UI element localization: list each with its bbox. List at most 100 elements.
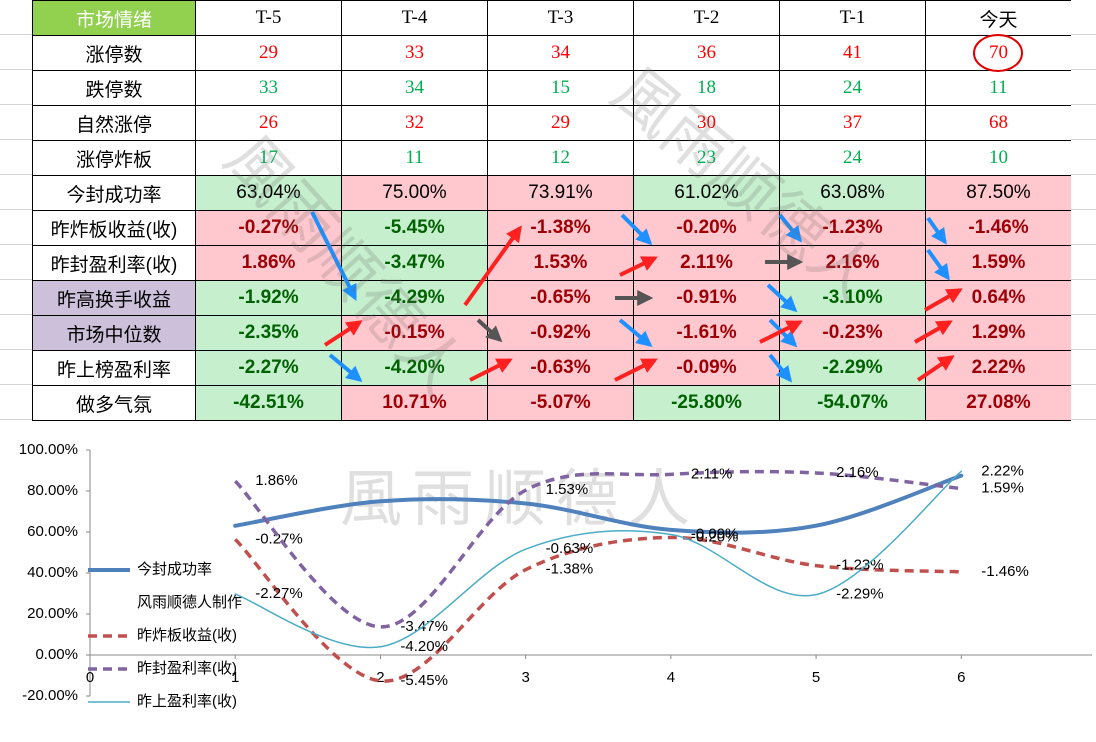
x-tick-label: 2 [376,669,384,686]
cell: T-1 [779,0,926,36]
cell: 41 [779,35,926,71]
highlight-circle [973,34,1023,72]
legend-label: 今封成功率 [137,561,212,578]
cell: -0.15% [341,315,488,351]
cell: 75.00% [341,175,488,211]
data-label: -1.46% [981,563,1029,580]
cell: T-3 [487,0,634,36]
cell: 27.08% [925,385,1072,421]
data-label: -5.45% [400,672,448,689]
row-label: 昨上榜盈利率 [32,350,196,386]
x-tick-label: 4 [667,669,675,686]
cell: T-4 [341,0,488,36]
cell: -3.10% [779,280,926,316]
cell: 33 [341,35,488,71]
y-tick-label: 80.00% [27,482,78,499]
legend-label: 昨炸板收益(收) [137,626,237,644]
cell: 30 [633,105,780,141]
y-tick-label: -20.00% [22,687,78,704]
series-line [233,473,964,535]
cell: -1.61% [633,315,780,351]
data-label: -4.20% [400,638,448,655]
cell: 36 [633,35,780,71]
cell: -1.92% [195,280,342,316]
x-tick-label: 0 [86,669,94,686]
cell: 61.02% [633,175,780,211]
row-label: 今封成功率 [32,175,196,211]
cell: 63.04% [195,175,342,211]
empty-cells [1071,0,1096,421]
cell: 87.50% [925,175,1072,211]
annotation-overlay: 風雨顺德人 風雨顺德人 [212,34,1023,408]
cell: -54.07% [779,385,926,421]
cell: 0.64% [925,280,1072,316]
cell: 10 [925,140,1072,176]
y-tick-label: 100.00% [19,441,78,458]
data-label: -1.38% [546,561,594,578]
x-tick-label: 6 [957,669,965,686]
cell: 24 [779,140,926,176]
row-label: 涨停炸板 [32,140,196,176]
cell: 10.71% [341,385,488,421]
cell: -2.35% [195,315,342,351]
data-label: 2.11% [691,465,732,482]
flat-arrows [476,254,804,343]
y-tick-label: 0.00% [35,646,78,663]
cell: 今天 [925,0,1072,36]
spreadsheet: 市场情绪 T-5 T-4 T-3 T-2 T-1 今天 涨停数 29 33 34 36 41 70 跌停数 3… [0,0,1096,421]
legend-label: 风雨顺德人制作 [137,593,242,611]
row-label: 昨炸板收益(收) [32,210,196,246]
cell: 11 [925,70,1072,106]
row-label: 涨停数 [32,35,196,71]
cell: 29 [195,35,342,71]
row-label: 市场中位数 [32,315,196,351]
cell: 2.16% [779,245,926,281]
legend-label: 昨封盈利率(收) [137,660,237,677]
data-label: 1.53% [546,481,589,498]
table-row: 市场情绪 T-5 T-4 T-3 T-2 T-1 今天 [32,0,1072,36]
down-arrows [310,211,950,383]
cell: -0.65% [487,280,634,316]
data-label: 2.22% [981,462,1024,479]
y-tick-label: 60.00% [27,523,78,540]
watermark: 風雨顺德人 [599,55,890,315]
series-line [233,535,962,683]
data-label: 1.86% [255,472,298,489]
cell: -0.09% [633,350,780,386]
data-label: -2.29% [836,586,884,603]
row-label: 昨高换手收益 [32,280,196,316]
row-gutter [0,0,32,421]
cell: -0.23% [779,315,926,351]
up-arrows [323,225,963,382]
data-label: 1.59% [981,480,1024,497]
cell: 33 [195,70,342,106]
cell: -2.29% [779,350,926,386]
y-tick-label: 20.00% [27,605,78,622]
row-label: 市场情绪 [32,0,196,36]
x-tick-label: 1 [231,669,239,686]
x-tick-label: 5 [812,669,820,686]
cell: 29 [487,105,634,141]
data-label: -0.63% [546,540,594,557]
row-label: 做多气氛 [32,385,196,421]
cell: 11 [341,140,488,176]
data-label: 2.16% [836,464,879,481]
chart: 風雨顺德人 -20.00%0.00%20.00%40.00%60.00%80.0… [0,421,1096,742]
data-label: -0.20% [691,528,739,545]
cell: 34 [341,70,488,106]
data-label: -0.27% [255,530,303,547]
cell: 15 [487,70,634,106]
chart-area [0,421,1096,742]
table-row: 做多气氛 -42.51% 10.71% -5.07% -25.80% -54.07% 27.… [32,385,1072,421]
cell: -3.47% [341,245,488,281]
cell: -2.27% [195,350,342,386]
data-label: -0.09% [691,525,739,542]
cell: -0.27% [195,210,342,246]
cell: 1.53% [487,245,634,281]
cell: 17 [195,140,342,176]
table-row: 昨高换手收益 -1.92% -4.29% -0.65% -0.91% -3.10% 0.64… [32,280,1072,316]
series-line [234,470,963,649]
cell: 34 [487,35,634,71]
cell: T-2 [633,0,780,36]
data-label: -2.27% [255,585,303,602]
